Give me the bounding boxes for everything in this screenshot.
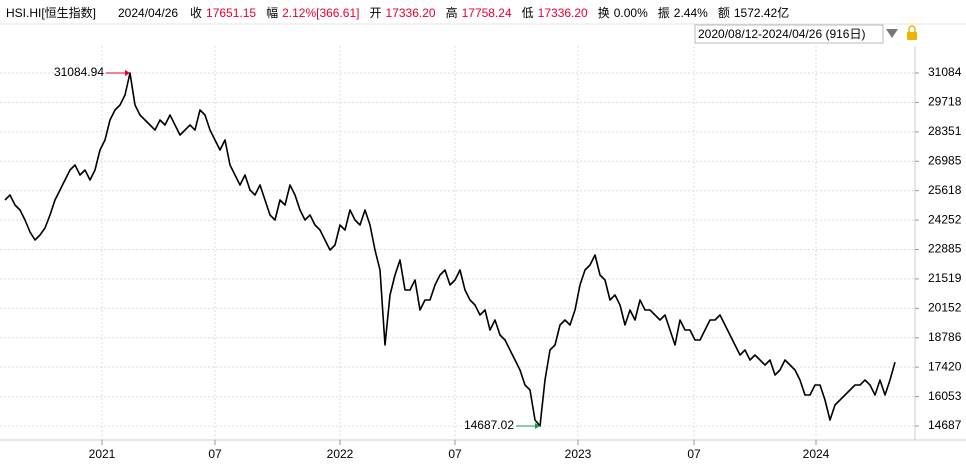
dropdown-arrow[interactable] (886, 29, 898, 38)
quote-value: 0.00% (614, 6, 648, 20)
x-tick-label: 2021 (89, 447, 116, 461)
quote-label: 开 (370, 6, 382, 20)
quote-label: 振 (658, 6, 670, 20)
y-tick-label: 25618 (928, 183, 962, 197)
x-tick-label: 2023 (565, 447, 592, 461)
quote-label: 幅 (266, 5, 278, 20)
annotation-arrowhead (125, 70, 130, 77)
x-tick-label: 2022 (327, 447, 354, 461)
y-tick-label: 18786 (928, 330, 962, 344)
date: 2024/04/26 (118, 6, 178, 20)
x-tick-label: 07 (208, 447, 222, 461)
annotation-label: 31084.94 (54, 65, 104, 79)
lock-icon[interactable] (907, 25, 917, 40)
annotation-arrowhead (535, 422, 540, 429)
quote-label: 收 (190, 6, 202, 20)
y-tick-label: 20152 (928, 301, 962, 315)
quote-value: 1572.42亿 (734, 5, 789, 20)
range-box[interactable] (694, 24, 884, 44)
price-line (4, 72, 896, 427)
y-tick-label: 14687 (928, 418, 962, 432)
quote-label: 额 (718, 6, 730, 20)
quote-value: 17336.20 (386, 6, 436, 20)
quote-line: 收 17651.15 幅 2.12%[366.61] 开 17336.20 高 17758.2… (190, 5, 789, 20)
quote-value: 17336.20 (538, 6, 588, 20)
x-tick-label: 07 (448, 447, 462, 461)
quote-value: 2.12%[366.61] (282, 6, 359, 20)
quote-value: 17758.24 (462, 6, 512, 20)
y-tick-label: 16053 (928, 389, 962, 403)
symbol: HSI.HI[恒生指数] (6, 5, 96, 20)
quote-value: 17651.15 (206, 6, 256, 20)
y-tick-label: 17420 (928, 359, 962, 373)
x-tick-label: 2024 (803, 447, 830, 461)
quote-label: 低 (522, 6, 534, 20)
quote-label: 换 (598, 6, 610, 20)
quote-value: 2.44% (674, 6, 708, 20)
y-tick-label: 22885 (928, 242, 962, 256)
y-tick-label: 29718 (928, 95, 962, 109)
y-tick-label: 28351 (928, 124, 962, 138)
y-tick-label: 31084 (928, 65, 962, 79)
annotation-label: 14687.02 (464, 418, 514, 432)
x-tick-label: 07 (687, 447, 701, 461)
quote-label: 高 (446, 5, 458, 20)
y-tick-label: 24252 (928, 212, 962, 226)
y-tick-label: 26985 (928, 153, 962, 167)
range[interactable]: 2020/08/12-2024/04/26 (916日) (698, 27, 865, 41)
y-tick-label: 21519 (928, 271, 962, 285)
